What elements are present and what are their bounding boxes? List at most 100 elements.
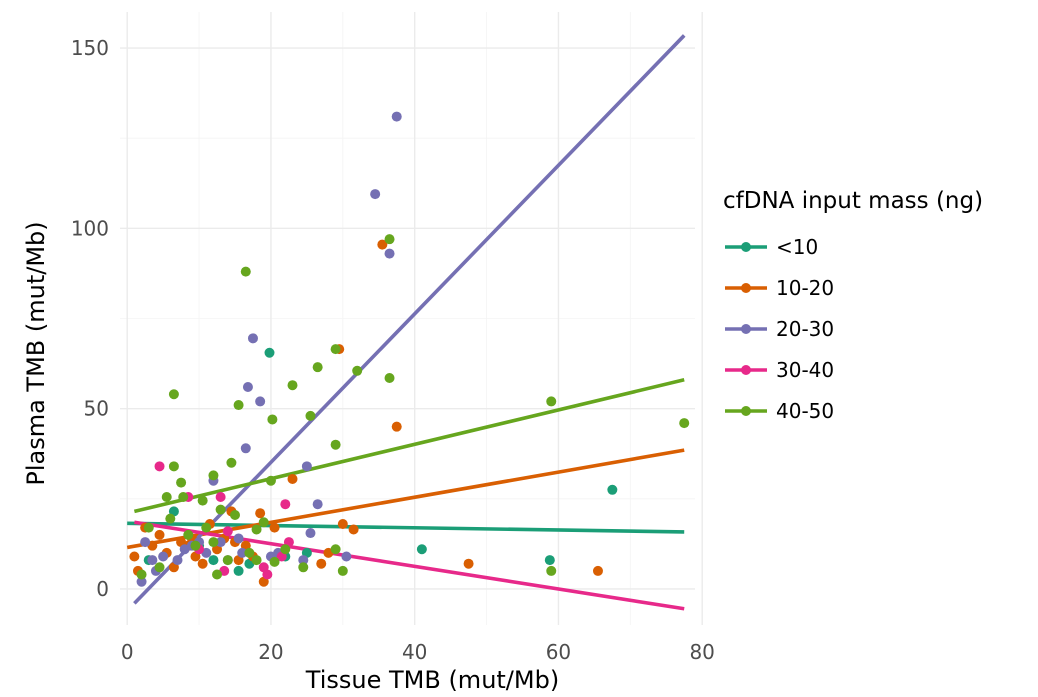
data-point bbox=[208, 537, 219, 548]
data-point bbox=[244, 547, 255, 558]
data-point bbox=[592, 565, 603, 576]
data-point bbox=[679, 418, 690, 429]
data-point bbox=[546, 565, 557, 576]
data-point bbox=[312, 362, 323, 373]
x-tick-label: 20 bbox=[258, 640, 283, 664]
y-tick-label: 0 bbox=[96, 577, 109, 601]
legend-item: 10-20 bbox=[725, 276, 834, 300]
data-point bbox=[330, 544, 341, 555]
data-point bbox=[298, 555, 309, 566]
data-point bbox=[143, 522, 154, 533]
data-point bbox=[161, 491, 172, 502]
legend-label: 30-40 bbox=[776, 358, 834, 382]
y-tick-label: 50 bbox=[84, 397, 109, 421]
data-point bbox=[172, 555, 183, 566]
legend-item: <10 bbox=[725, 235, 818, 259]
data-point bbox=[391, 111, 402, 122]
x-tick-label: 0 bbox=[121, 640, 134, 664]
regression-line bbox=[126, 448, 685, 550]
data-point bbox=[544, 555, 555, 566]
data-point bbox=[147, 555, 158, 566]
data-point bbox=[190, 540, 201, 551]
legend-item: 30-40 bbox=[725, 358, 834, 382]
data-point bbox=[330, 439, 341, 450]
data-point bbox=[330, 344, 341, 355]
legend-key-point bbox=[741, 242, 751, 252]
x-tick-label: 80 bbox=[689, 640, 714, 664]
y-axis-title: Plasma TMB (mut/Mb) bbox=[22, 221, 50, 485]
data-point bbox=[546, 396, 557, 407]
data-point bbox=[222, 555, 233, 566]
data-point bbox=[384, 248, 395, 259]
legend-label: <10 bbox=[776, 235, 818, 259]
data-point bbox=[255, 508, 266, 519]
data-point bbox=[305, 410, 316, 421]
data-point bbox=[201, 522, 212, 533]
legend-label: 20-30 bbox=[776, 317, 834, 341]
data-point bbox=[298, 562, 309, 573]
data-point bbox=[215, 504, 226, 515]
data-point bbox=[264, 347, 275, 358]
data-point bbox=[165, 513, 176, 524]
data-point bbox=[251, 555, 262, 566]
data-point bbox=[226, 457, 237, 468]
data-point bbox=[183, 529, 194, 540]
data-point bbox=[258, 517, 269, 528]
data-point bbox=[154, 562, 165, 573]
data-point bbox=[352, 365, 363, 376]
data-point bbox=[269, 556, 280, 567]
data-point bbox=[242, 382, 253, 393]
data-point bbox=[262, 569, 273, 580]
data-point bbox=[136, 576, 147, 587]
grid bbox=[120, 12, 703, 625]
data-points bbox=[129, 111, 690, 587]
data-point bbox=[240, 266, 251, 277]
x-tick-label: 40 bbox=[402, 640, 427, 664]
legend-label: 40-50 bbox=[776, 399, 834, 423]
data-point bbox=[305, 528, 316, 539]
data-point bbox=[233, 565, 244, 576]
data-point bbox=[197, 495, 208, 506]
data-point bbox=[280, 499, 291, 510]
regression-line bbox=[127, 521, 685, 534]
data-point bbox=[208, 555, 219, 566]
data-point bbox=[178, 491, 189, 502]
legend-key-point bbox=[741, 324, 751, 334]
regression-line bbox=[133, 378, 685, 514]
data-point bbox=[230, 510, 240, 521]
data-point bbox=[370, 189, 381, 200]
data-point bbox=[416, 544, 427, 555]
data-point bbox=[255, 396, 266, 407]
data-point bbox=[212, 569, 223, 580]
data-point bbox=[287, 473, 298, 484]
data-point bbox=[348, 524, 359, 535]
data-point bbox=[312, 499, 323, 510]
data-point bbox=[280, 544, 291, 555]
data-point bbox=[215, 491, 226, 502]
legend-key-point bbox=[741, 365, 751, 375]
data-point bbox=[251, 524, 262, 535]
data-point bbox=[140, 537, 151, 548]
data-point bbox=[237, 547, 248, 558]
data-point bbox=[301, 461, 312, 472]
regression-line bbox=[134, 520, 685, 611]
data-point bbox=[337, 519, 348, 530]
data-point bbox=[176, 477, 187, 488]
legend: cfDNA input mass (ng) <10 10-20 20-30 30-40… bbox=[723, 188, 983, 423]
legend-key-point bbox=[741, 283, 751, 293]
legend-label: 10-20 bbox=[776, 276, 834, 300]
axis-ticks: 0 20 40 60 80 0 50 100 150 bbox=[71, 36, 715, 664]
data-point bbox=[384, 372, 395, 383]
data-point bbox=[233, 400, 244, 411]
data-point bbox=[377, 239, 388, 250]
legend-items: <10 10-20 20-30 30-40 40-50 bbox=[725, 235, 834, 423]
data-point bbox=[136, 569, 147, 580]
data-point bbox=[154, 529, 165, 540]
legend-title: cfDNA input mass (ng) bbox=[723, 188, 983, 214]
data-point bbox=[233, 533, 244, 544]
data-point bbox=[168, 461, 179, 472]
data-point bbox=[222, 526, 233, 537]
data-point bbox=[240, 443, 251, 454]
data-point bbox=[463, 558, 474, 569]
